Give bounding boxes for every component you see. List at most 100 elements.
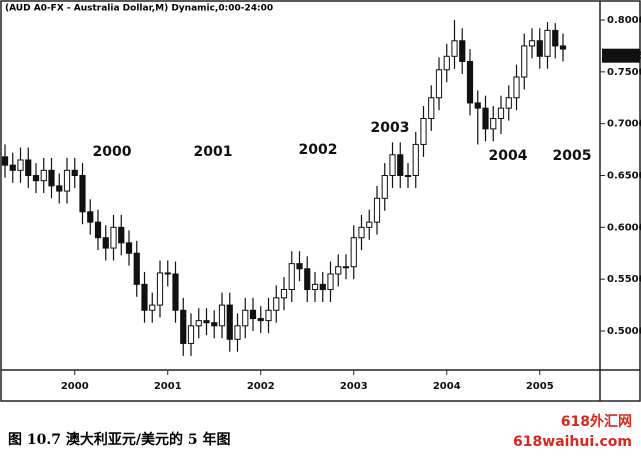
x-tick-label: 2003 bbox=[340, 381, 368, 392]
candle-body bbox=[234, 325, 241, 340]
annotation: 2004 bbox=[489, 148, 528, 164]
candle-body bbox=[110, 226, 117, 249]
chart-title: (AUD A0-FX - Australia Dollar,M) Dynamic… bbox=[5, 4, 273, 14]
candle-body bbox=[552, 29, 559, 47]
candle-body bbox=[304, 268, 311, 291]
candle-body bbox=[273, 297, 280, 311]
candle-body bbox=[94, 221, 102, 239]
candle-body bbox=[490, 118, 497, 130]
candle-body bbox=[311, 283, 319, 291]
candle-body bbox=[1, 156, 9, 166]
candle-body bbox=[288, 263, 295, 291]
candle-body bbox=[397, 154, 404, 177]
candle-body bbox=[48, 169, 55, 187]
x-tick-label: 2004 bbox=[433, 381, 461, 392]
candle-body bbox=[528, 40, 536, 47]
annotation: 2002 bbox=[299, 142, 338, 158]
candle-body bbox=[102, 237, 109, 249]
candle-body bbox=[559, 45, 567, 50]
candle-body bbox=[187, 325, 195, 344]
candle-body bbox=[451, 40, 458, 57]
candle-body bbox=[536, 40, 543, 57]
candle-body bbox=[203, 320, 210, 324]
candle-body bbox=[381, 175, 388, 199]
candle-body bbox=[389, 154, 396, 177]
candle-body bbox=[521, 45, 528, 78]
x-tick-label: 2000 bbox=[61, 381, 89, 392]
candle-body bbox=[342, 266, 350, 269]
candle-body bbox=[141, 283, 148, 311]
candle-body bbox=[404, 175, 412, 178]
candle-body bbox=[180, 309, 187, 344]
candle-body bbox=[544, 29, 551, 57]
candle-body bbox=[156, 272, 164, 306]
candle-body bbox=[226, 304, 233, 340]
candle-body bbox=[466, 60, 474, 104]
candle-body bbox=[327, 273, 334, 291]
candle-body bbox=[195, 320, 202, 327]
x-tick-label: 2005 bbox=[526, 381, 554, 392]
candle-body bbox=[63, 169, 71, 192]
annotation: 2001 bbox=[194, 144, 233, 160]
candle-body bbox=[497, 107, 505, 120]
x-tick-label: 2002 bbox=[247, 381, 275, 392]
annotation: 2000 bbox=[93, 144, 132, 160]
candle-body bbox=[164, 272, 171, 275]
candle-body bbox=[420, 118, 427, 145]
candle-body bbox=[17, 159, 24, 171]
candle-body bbox=[373, 197, 381, 223]
candle-body bbox=[118, 226, 125, 244]
candle-body bbox=[319, 283, 326, 291]
candle-body bbox=[459, 40, 466, 62]
candle-body bbox=[474, 102, 481, 109]
candle-body bbox=[412, 143, 419, 177]
annotation: 2005 bbox=[553, 148, 592, 164]
y-tick-label: 0.8000 bbox=[607, 15, 641, 26]
candle-body bbox=[435, 69, 443, 99]
watermark: 618外汇网 bbox=[561, 413, 632, 430]
candle-body bbox=[172, 273, 179, 311]
candle-body bbox=[350, 237, 357, 268]
candle-body bbox=[335, 266, 342, 275]
candle-body bbox=[211, 322, 218, 327]
annotation: 2003 bbox=[371, 120, 410, 136]
candle-body bbox=[366, 221, 373, 228]
candle-body bbox=[242, 309, 249, 327]
candle-body bbox=[125, 242, 133, 254]
candle-body bbox=[218, 304, 226, 327]
candle-body bbox=[25, 159, 32, 177]
candle-body bbox=[513, 76, 520, 99]
candle-body bbox=[443, 55, 450, 71]
candle-body bbox=[71, 169, 78, 177]
candle-body bbox=[40, 169, 47, 182]
watermark: 618waihui.com bbox=[513, 434, 632, 450]
candle-body bbox=[296, 263, 303, 270]
candle-body bbox=[79, 175, 86, 213]
candle-body bbox=[505, 97, 512, 109]
candle-body bbox=[9, 164, 16, 171]
x-tick-label: 2001 bbox=[154, 381, 182, 392]
last-price-box bbox=[602, 48, 640, 63]
candle-body bbox=[133, 252, 140, 285]
candle-body bbox=[358, 226, 365, 239]
candle-body bbox=[265, 309, 272, 322]
frame bbox=[0, 0, 641, 402]
candle-body bbox=[149, 304, 156, 311]
candle-body bbox=[56, 185, 63, 192]
candle-body bbox=[257, 318, 264, 322]
candle-body bbox=[87, 211, 94, 223]
candle-body bbox=[428, 97, 435, 120]
last-price-label: 0.7656 bbox=[605, 51, 641, 62]
candle-body bbox=[482, 107, 489, 130]
candle-body bbox=[249, 309, 257, 320]
caption: 图 10.7 澳大利亚元/美元的 5 年图 bbox=[8, 431, 230, 448]
candle-body bbox=[280, 289, 288, 299]
